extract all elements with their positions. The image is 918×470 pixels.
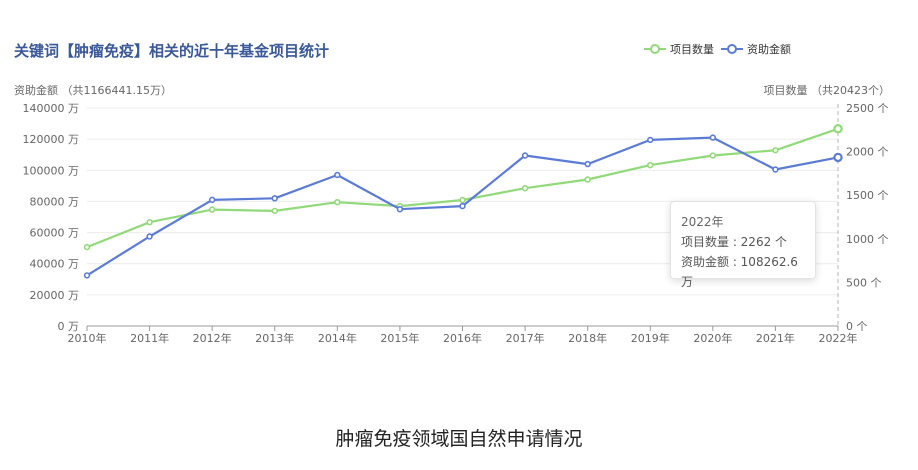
data-point[interactable] xyxy=(584,176,591,183)
series-layer[interactable] xyxy=(83,104,843,326)
right-axis-name: 项目数量 （共20423个） xyxy=(764,84,891,97)
data-point[interactable] xyxy=(772,166,779,173)
left-tick-label: 140000 万 xyxy=(23,102,80,115)
x-tick-label: 2020年 xyxy=(693,331,732,345)
data-point[interactable] xyxy=(709,134,717,141)
x-tick-label: 2015年 xyxy=(380,331,419,345)
legend-swatch-dot[interactable] xyxy=(727,44,737,54)
data-point[interactable] xyxy=(584,160,591,168)
right-tick-label: 1000 个 xyxy=(846,233,889,246)
data-point[interactable] xyxy=(647,161,654,169)
data-point[interactable] xyxy=(459,202,466,210)
data-point[interactable] xyxy=(521,185,529,192)
x-tick-label: 2014年 xyxy=(318,331,357,345)
x-tick-label: 2017年 xyxy=(506,331,545,345)
left-tick-label: 100000 万 xyxy=(23,164,80,177)
legend-label[interactable]: 项目数量 xyxy=(670,43,714,56)
data-point[interactable] xyxy=(334,198,341,206)
right-tick-label: 500 个 xyxy=(846,276,882,289)
data-point[interactable] xyxy=(334,171,341,179)
right-tick-label: 2000 个 xyxy=(846,146,889,159)
caption: 肿瘤免疫领域国自然申请情况 xyxy=(335,428,583,450)
data-point[interactable] xyxy=(146,233,153,240)
left-tick-label: 20000 万 xyxy=(30,289,80,302)
data-point[interactable] xyxy=(833,152,843,163)
data-point[interactable] xyxy=(208,206,216,213)
data-point[interactable] xyxy=(459,196,466,204)
data-point[interactable] xyxy=(271,207,278,215)
legend-label[interactable]: 资助金额 xyxy=(747,42,791,56)
x-tick-label: 2010年 xyxy=(68,331,107,345)
x-tick-label: 2019年 xyxy=(631,331,670,345)
data-point[interactable] xyxy=(271,195,278,202)
left-tick-label: 120000 万 xyxy=(23,133,80,146)
data-point[interactable] xyxy=(208,196,216,204)
x-tick-label: 2013年 xyxy=(255,331,294,345)
axes: 0 万 20000 万 40000 万 60000 万 80000 万 100000 万 1… xyxy=(23,102,889,345)
tooltip-amount: 资助金额 : 108262.6 万 xyxy=(681,255,798,289)
left-tick-label: 80000 万 xyxy=(30,195,80,208)
x-tick-label: 2021年 xyxy=(756,331,795,345)
data-point[interactable] xyxy=(83,272,91,279)
x-tick-label: 2016年 xyxy=(443,331,482,345)
chart-title: 关键词【肿瘤免疫】相关的近十年基金项目统计 xyxy=(14,42,329,60)
data-point[interactable] xyxy=(521,152,529,159)
right-tick-label: 1500 个 xyxy=(846,189,889,202)
data-point[interactable] xyxy=(146,219,153,226)
x-tick-label: 2018年 xyxy=(568,331,607,345)
tooltip: 2022年 项目数量 : 2262 个 资助金额 : 108262.6 万 xyxy=(670,201,816,289)
legend[interactable]: 项目数量 资助金额 xyxy=(644,42,791,56)
right-tick-label: 0 个 xyxy=(846,320,868,333)
data-point[interactable] xyxy=(396,206,404,213)
tooltip-title: 2022年 xyxy=(681,215,724,229)
left-tick-label: 60000 万 xyxy=(30,227,80,240)
x-tick-label: 2012年 xyxy=(193,331,232,345)
x-tick-label: 2022年 xyxy=(819,331,858,345)
tooltip-count: 项目数量 : 2262 个 xyxy=(681,235,788,249)
data-point[interactable] xyxy=(83,243,91,251)
left-tick-label: 0 万 xyxy=(58,320,80,333)
x-tick-label: 2011年 xyxy=(130,331,169,345)
data-point[interactable] xyxy=(772,147,779,154)
data-point[interactable] xyxy=(709,152,717,159)
data-point[interactable] xyxy=(833,124,843,134)
data-point[interactable] xyxy=(647,136,654,144)
legend-swatch-dot[interactable] xyxy=(650,44,660,54)
right-tick-label: 2500 个 xyxy=(846,102,889,115)
left-tick-label: 40000 万 xyxy=(30,258,80,271)
left-axis-name: 资助金额 （共1166441.15万） xyxy=(14,83,172,97)
